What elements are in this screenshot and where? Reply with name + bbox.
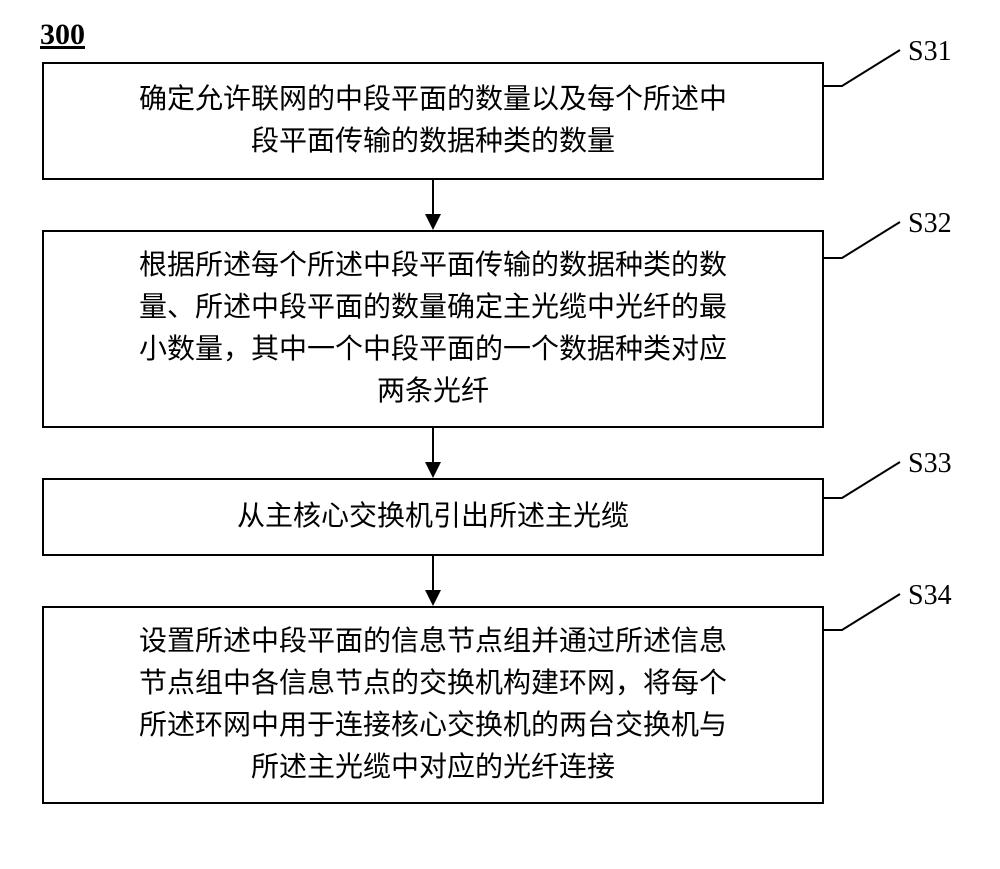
- flowchart-canvas: 300 确定允许联网的中段平面的数量以及每个所述中段平面传输的数据种类的数量S3…: [0, 0, 1000, 869]
- flow-arrow: [0, 0, 1000, 869]
